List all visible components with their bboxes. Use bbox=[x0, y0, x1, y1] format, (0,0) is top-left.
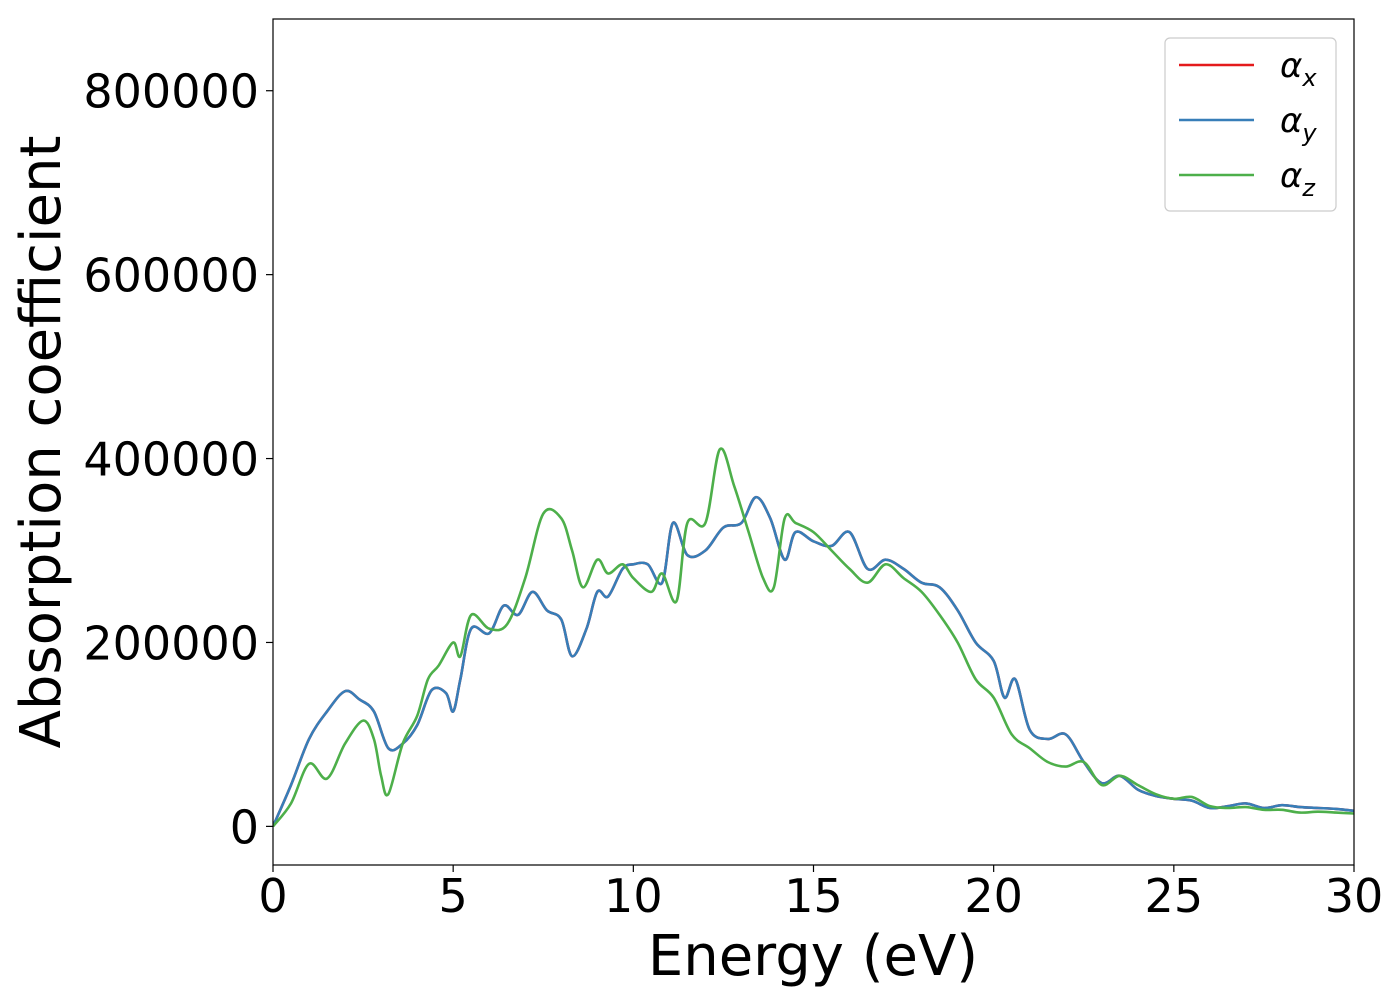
y-tick-label: 200000 bbox=[83, 616, 259, 670]
series-line-z bbox=[273, 447, 1354, 828]
series-layer bbox=[273, 447, 1354, 828]
y-tick-label: 0 bbox=[230, 800, 259, 854]
series-line-y bbox=[273, 495, 1354, 827]
x-axis: 0 5 10 15 20 25 30 bbox=[258, 865, 1383, 923]
x-tick-label: 10 bbox=[604, 869, 663, 923]
x-tick-label: 20 bbox=[964, 869, 1023, 923]
x-tick-label: 25 bbox=[1145, 869, 1204, 923]
x-tick-label: 0 bbox=[258, 869, 287, 923]
x-axis-title: Energy (eV) bbox=[648, 924, 978, 989]
legend-label-y: αy bbox=[1280, 101, 1317, 147]
y-axis: 0 200000 400000 600000 800000 bbox=[83, 65, 273, 854]
y-axis-title: Absorption coefficient bbox=[9, 136, 74, 749]
y-tick-label: 800000 bbox=[83, 65, 259, 119]
y-tick-label: 400000 bbox=[83, 433, 259, 487]
x-tick-label: 15 bbox=[784, 869, 843, 923]
x-tick-label: 30 bbox=[1325, 869, 1384, 923]
legend-frame bbox=[1164, 37, 1337, 212]
legend-label-x: αx bbox=[1280, 46, 1317, 92]
y-tick-label: 600000 bbox=[83, 249, 259, 303]
x-tick-label: 5 bbox=[439, 869, 468, 923]
